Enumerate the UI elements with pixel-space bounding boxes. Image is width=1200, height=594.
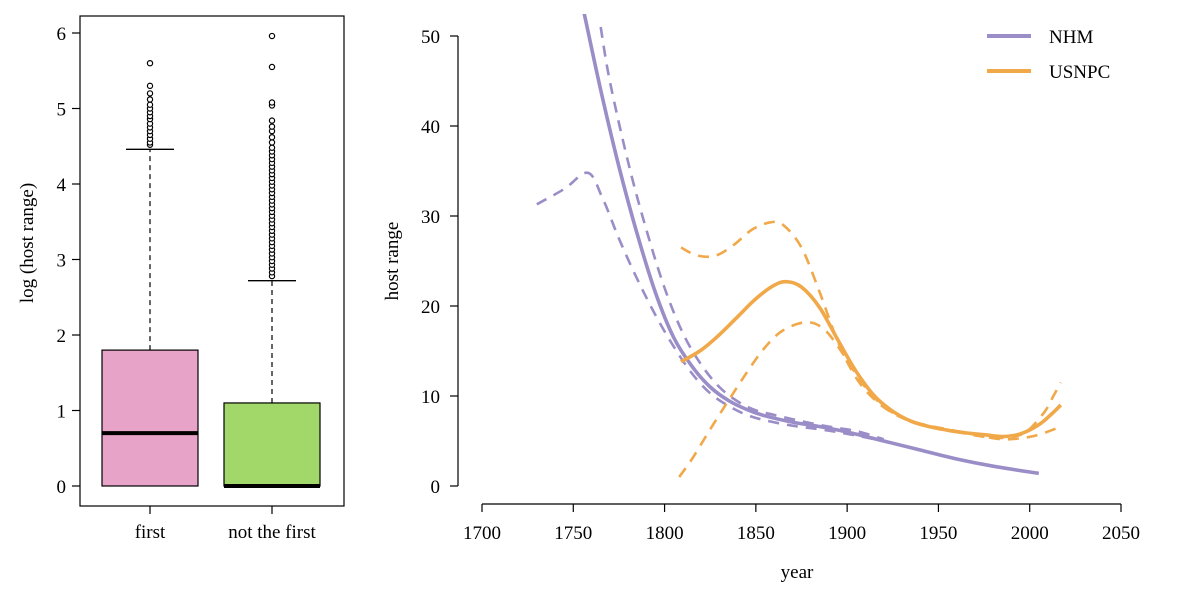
x-tick-label: 1750 xyxy=(554,523,592,544)
x-axis-title: year xyxy=(781,562,814,583)
y-tick-label: 10 xyxy=(421,387,440,408)
y-tick-label: 40 xyxy=(421,117,440,138)
y-tick-label: 6 xyxy=(57,24,67,45)
usnpc-line xyxy=(680,279,1063,439)
x-tick-label: 2000 xyxy=(1011,523,1049,544)
y-tick-label: 3 xyxy=(57,251,67,272)
box-first xyxy=(101,349,199,487)
outlier-point xyxy=(268,123,276,130)
y-tick-label: 2 xyxy=(57,326,67,347)
x-tick-label: 2050 xyxy=(1102,523,1140,544)
outlier-point xyxy=(268,144,276,151)
y-tick-label: 30 xyxy=(421,207,440,228)
usnpc-ci-line xyxy=(678,320,1062,478)
x-tick-label: 1950 xyxy=(919,523,957,544)
y-tick-label: 4 xyxy=(57,175,67,196)
boxplot-frame xyxy=(79,15,345,507)
outlier-point xyxy=(268,139,276,146)
x-tick-label: 1800 xyxy=(646,523,684,544)
legend-label: USNPC xyxy=(1049,62,1110,83)
outlier-point xyxy=(268,99,276,106)
legend-label: NHM xyxy=(1049,27,1093,48)
outlier-point xyxy=(268,133,276,141)
nhm-line xyxy=(582,14,1040,476)
category-label: not the first xyxy=(228,522,316,543)
y-tick-label: 0 xyxy=(57,477,67,498)
nhm-ci-line xyxy=(599,26,885,441)
line-chart-panel: 0 10 20 30 40 50 host range 1700 1750 1800 1850 190… xyxy=(382,14,1140,583)
y-tick-label: 0 xyxy=(431,477,441,498)
box-not-the-first xyxy=(223,402,321,487)
x-tick-label: 1900 xyxy=(828,523,866,544)
y-tick-label: 20 xyxy=(421,297,440,318)
outlier-point xyxy=(146,60,154,67)
x-tick-label: 1700 xyxy=(463,523,501,544)
y-tick-label: 50 xyxy=(421,27,440,48)
outlier-point xyxy=(146,101,154,108)
outlier-point xyxy=(268,63,276,71)
outlier-point xyxy=(146,96,154,103)
boxplot-panel: 0 1 2 3 4 5 6 log (host range) first not the firs… xyxy=(17,15,345,543)
outlier-point xyxy=(146,90,154,97)
y-tick-label: 1 xyxy=(57,402,67,423)
y-tick-label: 5 xyxy=(57,100,67,121)
y-axis-title: host range xyxy=(382,222,403,301)
category-label: first xyxy=(135,522,166,543)
series-group xyxy=(536,14,1063,478)
outlier-point xyxy=(268,32,276,40)
nhm-ci-line xyxy=(536,171,884,443)
outlier-point xyxy=(146,82,154,90)
x-tick-label: 1850 xyxy=(737,523,775,544)
y-axis-title: log (host range) xyxy=(17,183,38,303)
outlier-point xyxy=(268,117,276,124)
